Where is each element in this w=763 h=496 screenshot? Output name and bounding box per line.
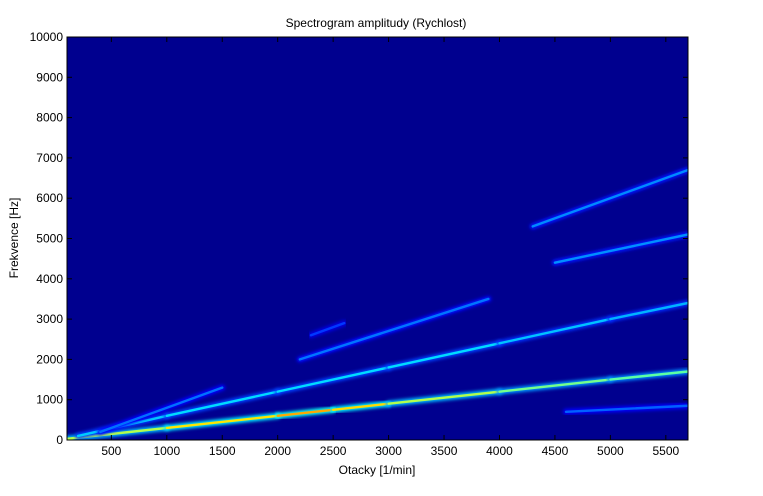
y-axis: 0 1000 2000 3000 4000 5000 6000 7000 8000 9000 100… xyxy=(30,30,688,447)
x-tick-label: 4000 xyxy=(486,444,513,458)
x-tick-label: 2000 xyxy=(264,444,291,458)
ridge-segment xyxy=(498,317,612,345)
ridge-segment xyxy=(609,370,688,381)
ridge-segment xyxy=(531,168,688,228)
ridge-segment xyxy=(564,404,688,413)
ridge-harmonic-f xyxy=(563,402,688,415)
x-axis: 500 1000 1500 2000 2500 3000 3500 4000 4500 5000 5… xyxy=(101,37,679,458)
ridge-harmonic-a xyxy=(97,384,226,435)
y-tick-label: 2000 xyxy=(36,352,63,366)
ridge-segment xyxy=(165,390,279,418)
ridge-segment xyxy=(165,414,279,430)
ridge-segment xyxy=(609,301,688,321)
y-tick-label: 9000 xyxy=(36,70,63,84)
ridge-order-1 xyxy=(67,368,688,440)
chart-title: Spectrogram amplitudy (Rychlost) xyxy=(286,16,467,30)
ridge-harmonic-e xyxy=(551,231,688,266)
y-tick-label: 0 xyxy=(56,433,63,447)
x-tick-label: 2500 xyxy=(320,444,347,458)
y-tick-label: 1000 xyxy=(36,393,63,407)
ridge-segment xyxy=(387,342,501,369)
x-tick-label: 5000 xyxy=(597,444,624,458)
ridge-segment xyxy=(553,233,688,264)
ridge-harmonic-d xyxy=(529,166,688,230)
y-axis-title: Frekvence [Hz] xyxy=(7,198,21,279)
ridge-harmonic-c xyxy=(307,320,348,339)
x-tick-label: 3500 xyxy=(431,444,458,458)
x-axis-title: Otacky [1/min] xyxy=(339,463,416,477)
y-tick-label: 6000 xyxy=(36,191,63,205)
y-tick-label: 8000 xyxy=(36,111,63,125)
ridge-segment xyxy=(498,378,612,393)
ridge-segment xyxy=(309,321,346,337)
x-tick-label: 5500 xyxy=(652,444,679,458)
ridge-harmonic-b xyxy=(296,295,492,363)
x-tick-label: 4500 xyxy=(542,444,569,458)
ridge-segment xyxy=(387,390,501,405)
y-tick-label: 3000 xyxy=(36,312,63,326)
y-tick-label: 10000 xyxy=(30,30,64,44)
ridge-segment xyxy=(276,408,335,418)
x-tick-label: 1500 xyxy=(209,444,236,458)
y-tick-label: 4000 xyxy=(36,272,63,286)
y-tick-label: 5000 xyxy=(36,232,63,246)
ridge-segment xyxy=(298,297,490,361)
ridges-layer xyxy=(67,166,688,440)
ridge-segment xyxy=(331,402,390,411)
ridge-segment xyxy=(99,386,224,434)
ridge-order-2 xyxy=(75,299,688,439)
x-tick-label: 1000 xyxy=(153,444,180,458)
x-tick-label: 3000 xyxy=(375,444,402,458)
plot-area xyxy=(66,36,689,441)
y-tick-label: 7000 xyxy=(36,151,63,165)
ridge-segment xyxy=(276,366,390,393)
x-tick-label: 500 xyxy=(101,444,121,458)
